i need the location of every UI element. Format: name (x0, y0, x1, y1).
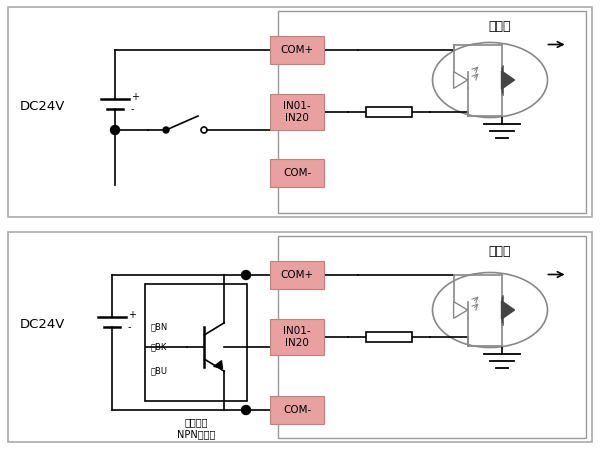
Text: +: + (128, 310, 136, 320)
Polygon shape (502, 71, 515, 89)
FancyBboxPatch shape (145, 284, 247, 400)
Bar (367, 107, 412, 117)
Text: -: - (128, 322, 131, 332)
FancyBboxPatch shape (270, 159, 324, 187)
Polygon shape (502, 301, 515, 319)
Text: 接近开关
NPN常开型: 接近开关 NPN常开型 (177, 418, 215, 439)
Text: COM-: COM- (283, 405, 311, 415)
Text: COM-: COM- (283, 168, 311, 178)
Circle shape (241, 405, 251, 414)
Text: IN01-
IN20: IN01- IN20 (283, 101, 311, 123)
Text: 黑BK: 黑BK (151, 342, 167, 351)
FancyBboxPatch shape (278, 11, 586, 213)
FancyBboxPatch shape (278, 236, 586, 438)
FancyBboxPatch shape (270, 261, 324, 289)
FancyBboxPatch shape (270, 36, 324, 64)
Circle shape (241, 270, 251, 279)
Ellipse shape (433, 42, 548, 117)
Text: COM+: COM+ (280, 45, 314, 55)
Text: 棕BN: 棕BN (151, 323, 168, 332)
Text: 蓝BU: 蓝BU (151, 367, 168, 376)
Text: 接线盒: 接线盒 (489, 245, 511, 258)
Polygon shape (454, 72, 467, 88)
FancyBboxPatch shape (8, 7, 592, 217)
Text: 接线盒: 接线盒 (489, 20, 511, 33)
Circle shape (110, 126, 119, 135)
FancyBboxPatch shape (270, 319, 324, 355)
FancyBboxPatch shape (270, 94, 324, 130)
Circle shape (163, 127, 169, 133)
Polygon shape (214, 360, 223, 369)
Text: COM+: COM+ (280, 270, 314, 280)
Text: +: + (131, 92, 139, 102)
FancyBboxPatch shape (8, 232, 592, 442)
FancyBboxPatch shape (270, 396, 324, 424)
Text: -: - (131, 104, 134, 114)
Ellipse shape (433, 273, 548, 347)
Bar (367, 332, 412, 342)
Text: DC24V: DC24V (20, 319, 65, 332)
Text: IN01-
IN20: IN01- IN20 (283, 326, 311, 348)
Text: DC24V: DC24V (20, 100, 65, 113)
Polygon shape (454, 302, 467, 319)
